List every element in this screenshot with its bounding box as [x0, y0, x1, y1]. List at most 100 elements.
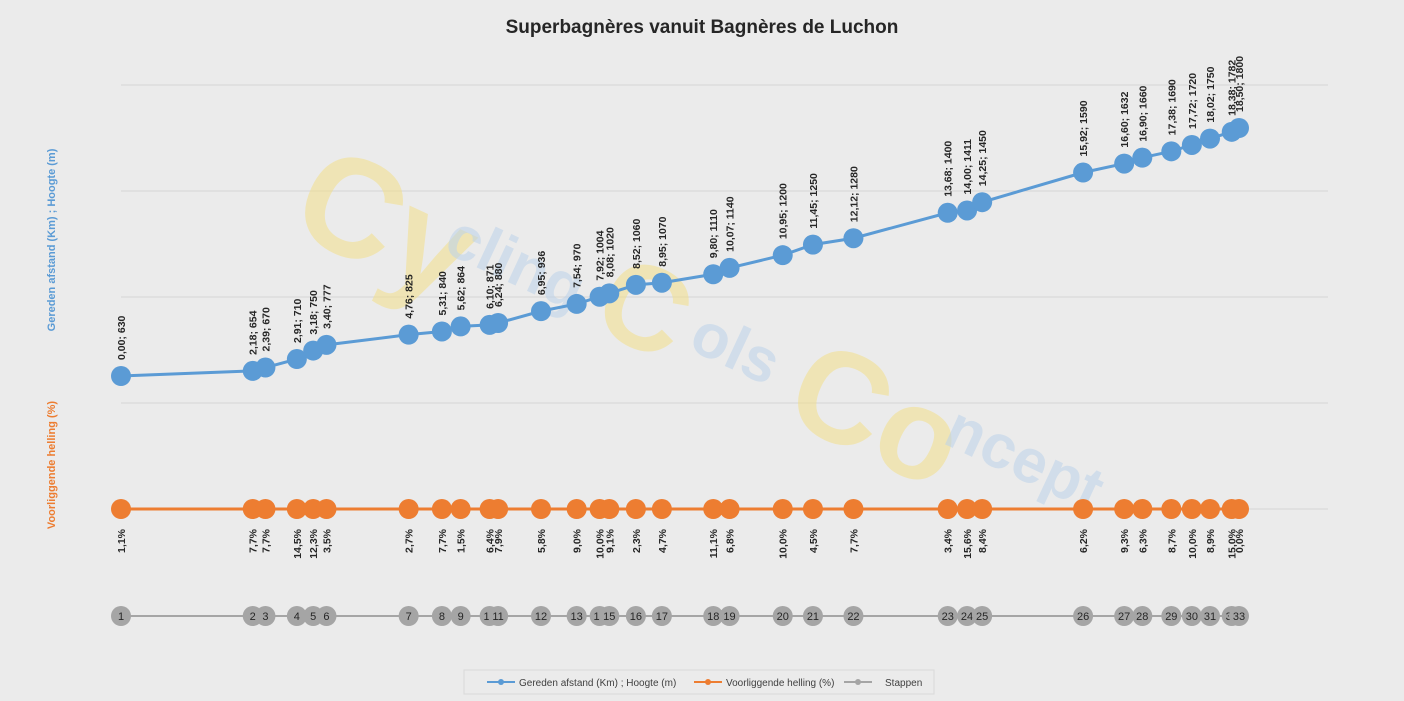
step-point [957, 606, 978, 626]
step-point [488, 606, 509, 626]
grade-point [1114, 499, 1135, 519]
legend-swatch-marker [498, 679, 504, 685]
elevation-point [316, 334, 337, 355]
step-number-label: 19 [723, 611, 735, 623]
elevation-point [957, 200, 978, 221]
elevation-data-label: 5,31; 840 [437, 271, 449, 316]
step-number-label: 28 [1136, 611, 1148, 623]
elevation-data-label: 2,91; 710 [292, 299, 304, 344]
elevation-point [488, 313, 509, 334]
elevation-data-label: 3,40; 777 [321, 284, 333, 329]
elevation-data-label: 7,54; 970 [572, 243, 584, 288]
legend: Gereden afstand (Km) ; Hoogte (m) Voorli… [463, 669, 935, 695]
step-number-label: 6 [323, 611, 329, 623]
elevation-point [531, 301, 552, 322]
step-point [937, 606, 958, 626]
grade-point [111, 499, 131, 519]
grade-point [1073, 499, 1094, 519]
elevation-data-label: 6,24; 880 [493, 262, 505, 307]
grade-data-label: 9,0% [572, 528, 584, 553]
step-point [431, 606, 452, 626]
grade-point [566, 499, 587, 519]
step-number-label: 27 [1118, 611, 1130, 623]
grade-data-label: 15,6% [962, 528, 974, 558]
gridlines [121, 84, 1328, 510]
grade-data-label: 3,5% [321, 528, 333, 553]
step-number-label: 13 [571, 611, 583, 623]
grade-point [255, 499, 276, 519]
grade-point [1199, 499, 1220, 519]
grade-point [703, 499, 724, 519]
grade-data-label: 10,0% [778, 528, 790, 558]
step-point [599, 606, 620, 626]
grade-data-label: 9,3% [1119, 528, 1131, 553]
step-point [1229, 606, 1249, 626]
grade-point [972, 499, 993, 519]
grade-data-label: 8,4% [977, 528, 989, 553]
step-point [802, 606, 823, 626]
grade-point [398, 499, 419, 519]
elevation-data-label: 17,38; 1690 [1166, 79, 1178, 135]
step-number-label: 11 [492, 611, 503, 623]
grade-point [625, 499, 646, 519]
step-point [111, 606, 131, 626]
elevation-data-label: 8,52; 1060 [631, 218, 643, 268]
legend-swatch-marker [855, 679, 861, 685]
elevation-data-label: 2,18; 654 [248, 310, 260, 355]
step-point [1161, 606, 1182, 626]
elevation-data-label: 7,92; 1004 [595, 230, 607, 280]
grade-data-label: 14,5% [292, 528, 304, 558]
series-helling: 1,1% 7,7% 7,7% 14,5% 12,3% 3,5% 2,7% 7,7% 1,5% 6,… [111, 499, 1249, 559]
elevation-point [431, 321, 452, 342]
step-point [703, 606, 724, 626]
grade-point [1181, 499, 1202, 519]
step-point [843, 606, 864, 626]
step-number-label: 18 [707, 611, 719, 623]
grade-data-label: 10,0% [595, 528, 607, 558]
step-point [651, 606, 672, 626]
elevation-point [772, 245, 793, 266]
grade-data-label: 8,9% [1205, 528, 1217, 553]
step-number-label: 4 [294, 611, 300, 623]
elevation-data-label: 3,18; 750 [308, 290, 320, 335]
legend-label: Gereden afstand (Km) ; Hoogte (m) [519, 678, 676, 689]
legend-label: Voorliggende helling (%) [726, 678, 834, 689]
elevation-point [1229, 118, 1249, 138]
step-number-label: 22 [847, 611, 859, 623]
grade-data-label: 3,4% [943, 528, 955, 553]
step-number-label: 9 [458, 611, 464, 623]
elevation-data-label: 5,62; 864 [456, 266, 468, 311]
elevation-data-label: 4,76; 825 [404, 274, 416, 319]
step-number-label: 24 [961, 611, 973, 623]
elevation-data-label: 10,95; 1200 [778, 183, 790, 239]
grade-data-label: 7,7% [437, 528, 449, 553]
elevation-data-label: 8,08; 1020 [604, 227, 616, 277]
elevation-point [566, 293, 587, 314]
grade-data-label: 4,5% [808, 528, 820, 553]
step-number-label: 29 [1165, 611, 1177, 623]
step-number-label: 31 [1204, 611, 1216, 623]
grade-data-label: 7,9% [493, 528, 505, 553]
grade-point [1229, 499, 1249, 519]
grade-data-label: 15,0% [1227, 528, 1239, 558]
elevation-point [450, 316, 471, 337]
elevation-point [802, 234, 823, 255]
grade-data-label: 6,8% [725, 528, 737, 553]
elevation-point [843, 228, 864, 249]
elevation-data-label: 18,38; 1782 [1227, 60, 1239, 116]
grade-point [719, 499, 740, 519]
grade-data-label: 12,3% [308, 528, 320, 558]
elevation-data-label: 17,72; 1720 [1187, 73, 1199, 129]
elevation-point [1181, 134, 1202, 155]
step-point [286, 606, 307, 626]
elevation-point [255, 357, 276, 378]
step-point [1132, 606, 1153, 626]
grade-data-label: 6,4% [485, 528, 497, 553]
grade-data-label: 0,0% [1234, 528, 1246, 553]
elevation-data-label: 16,60; 1632 [1119, 91, 1131, 147]
step-point [1073, 606, 1094, 626]
grade-data-label: 7,7% [260, 528, 272, 553]
elevation-data-label: 15,92; 1590 [1078, 100, 1090, 156]
